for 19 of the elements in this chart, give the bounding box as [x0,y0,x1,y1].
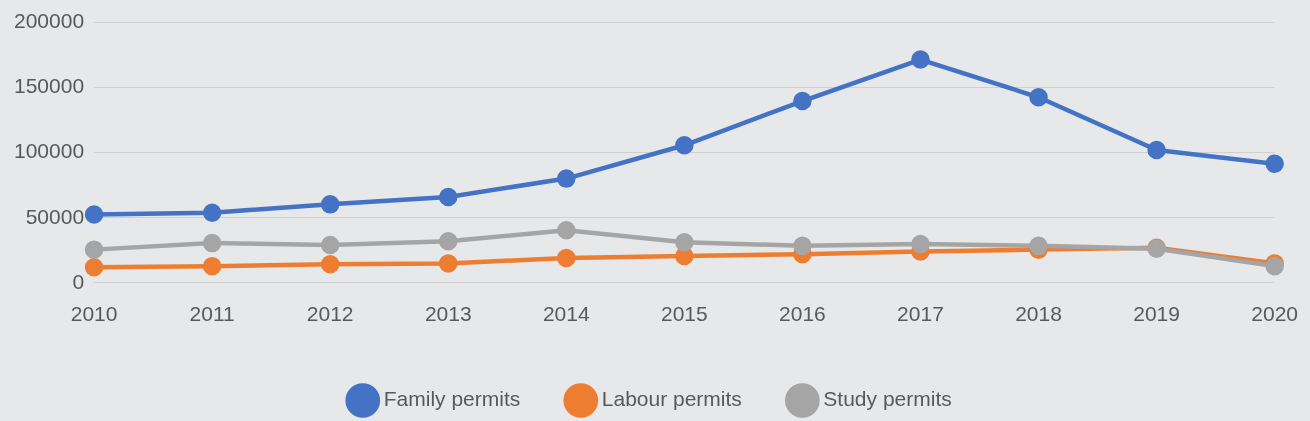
x-tick-label: 2011 [189,302,235,326]
x-tick-label: 2019 [1133,302,1180,326]
x-tick-label: 2020 [1251,302,1298,326]
x-tick-label: 2015 [661,302,708,326]
y-tick-label: 0 [72,269,85,293]
x-tick-label: 2018 [1015,302,1062,326]
y-tick-label: 50000 [25,204,85,228]
legend-label: Study permits [823,387,952,411]
y-tick-label: 200000 [14,9,85,33]
legend-label: Labour permits [601,387,742,411]
y-tick-label: 150000 [14,74,85,98]
x-tick-label: 2017 [897,302,944,326]
y-tick-label: 100000 [14,139,85,163]
x-tick-label: 2013 [424,302,472,326]
legend-label: Family permits [383,387,521,411]
x-tick-label: 2014 [542,302,590,326]
x-tick-label: 2012 [306,302,354,326]
x-tick-label: 2010 [70,302,118,326]
x-tick-label: 2016 [779,302,826,326]
